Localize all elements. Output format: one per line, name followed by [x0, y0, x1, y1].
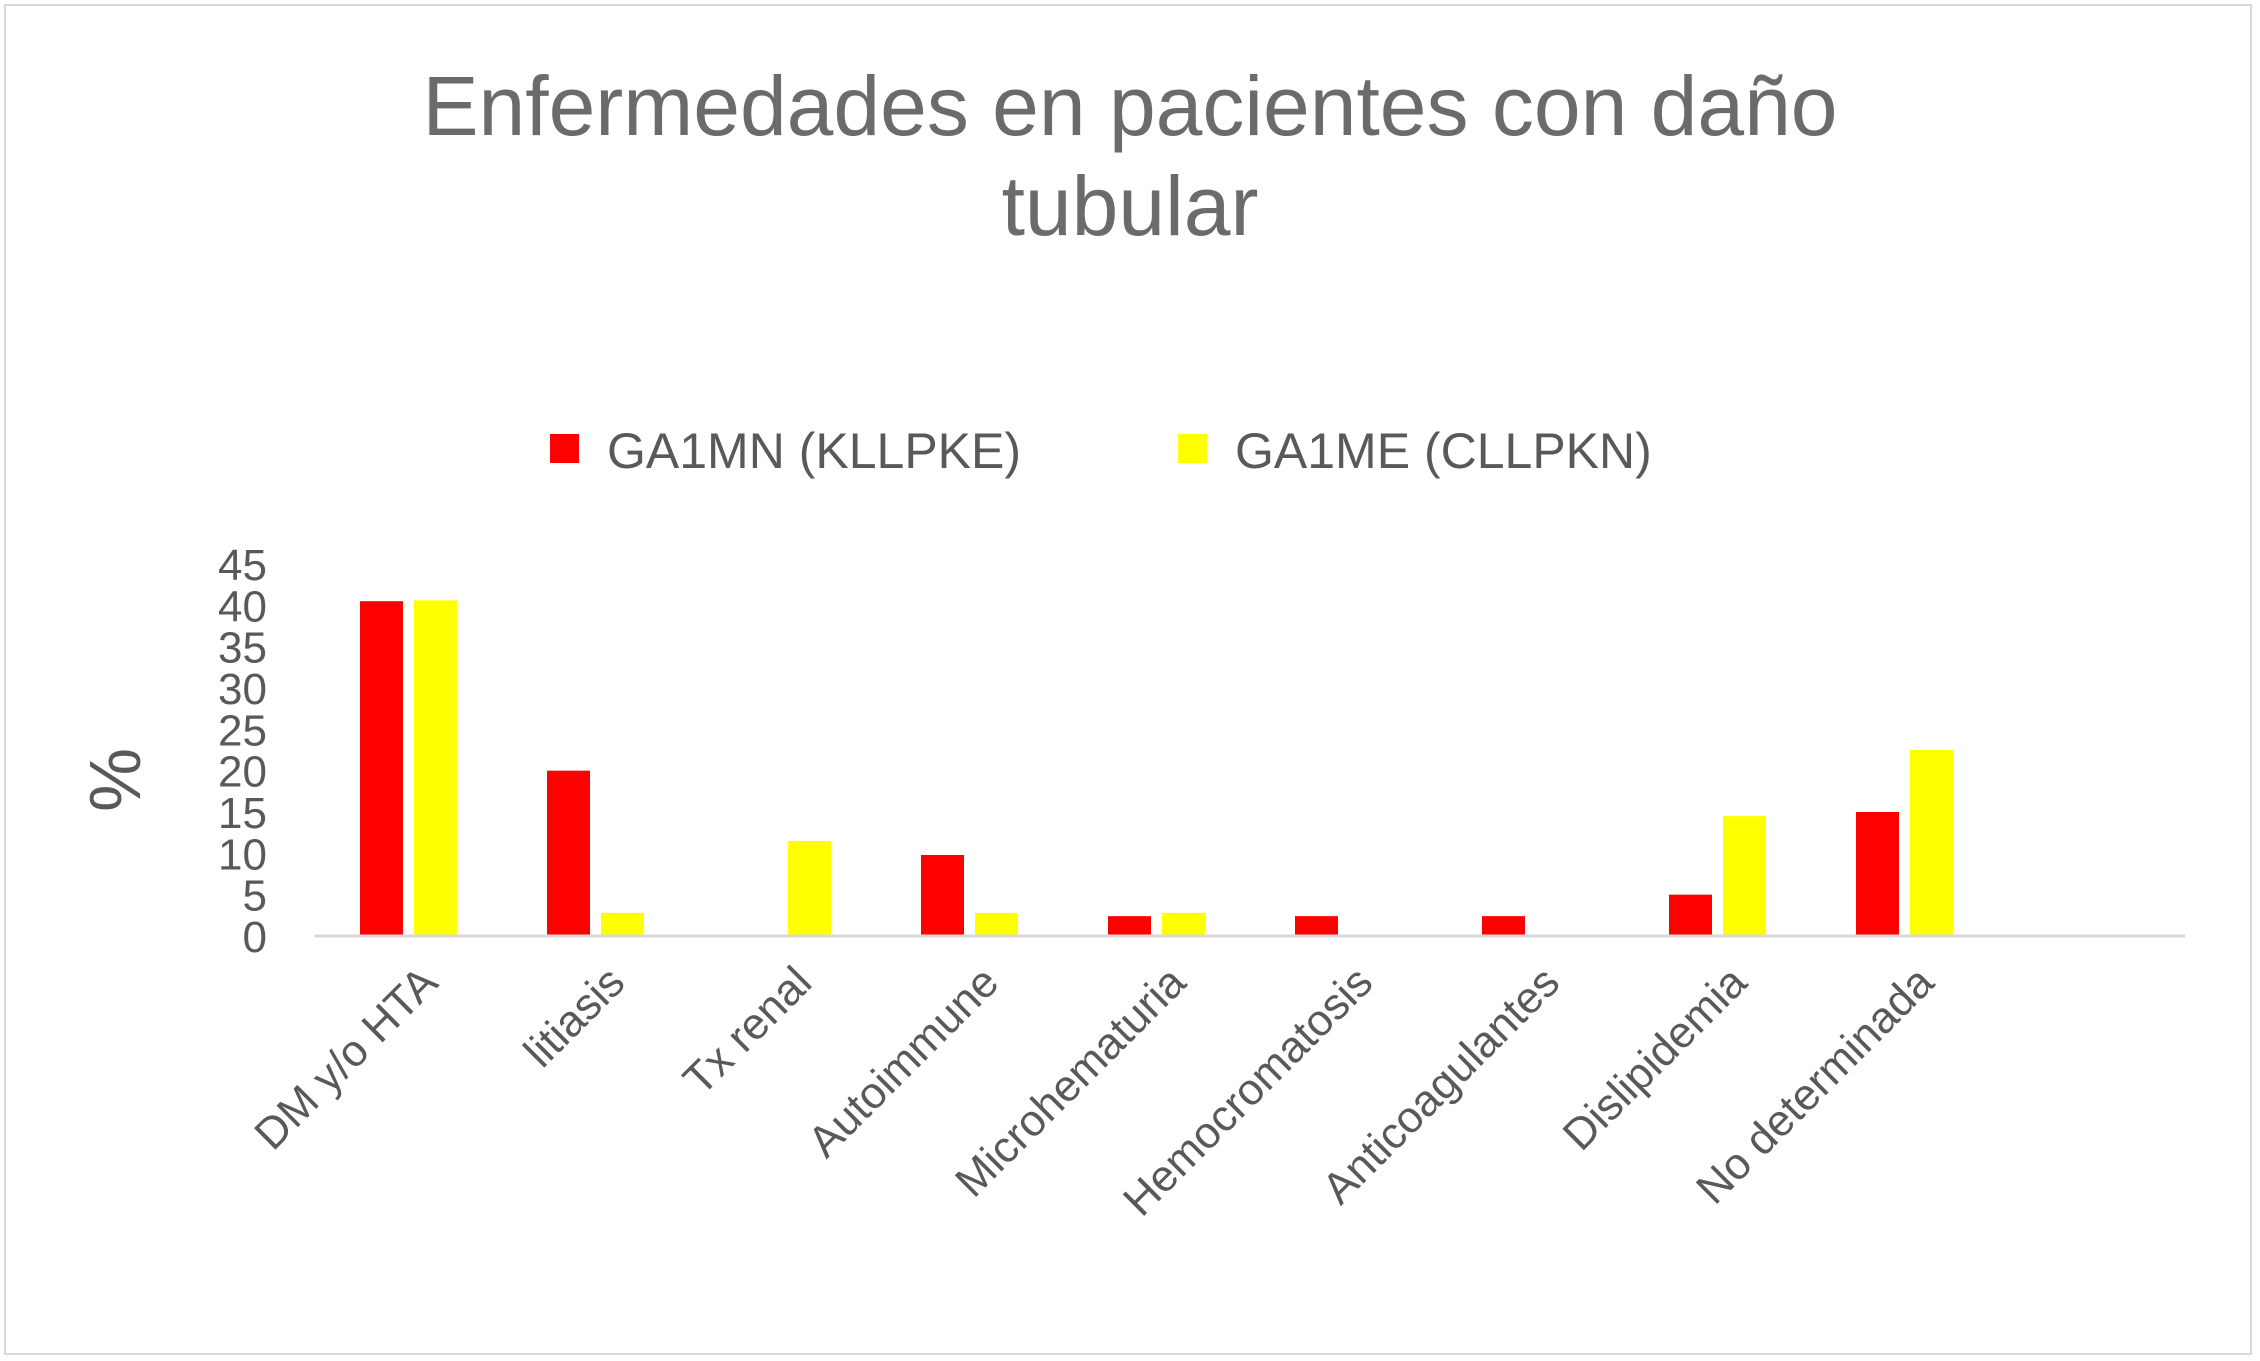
x-axis-categories: DM y/o HTA litiasis Tx renalAutoimmuneMicr… — [245, 957, 1943, 1226]
y-tick-label-7: 35 — [218, 624, 267, 673]
y-tick-label-4: 20 — [218, 748, 267, 797]
y-tick-label-6: 30 — [218, 665, 267, 714]
x-category-label-7: Dislipidemia — [1554, 957, 1757, 1160]
legend-label-series-1: GA1MN (KLLPKE) — [607, 423, 1021, 479]
bar-series-1-8 — [1856, 812, 1899, 936]
chart-title-line-1: Enfermedades en pacientes con daño — [423, 59, 1838, 153]
bar-series-1-4 — [1108, 916, 1151, 936]
bar-series-2-1 — [601, 912, 644, 936]
x-category-label-2: Tx renal — [674, 957, 821, 1104]
bars — [360, 600, 1953, 936]
bar-series-2-7 — [1723, 816, 1766, 936]
y-tick-label-9: 45 — [218, 541, 267, 590]
x-category-label-0: DM y/o HTA — [245, 957, 447, 1159]
y-tick-label-2: 10 — [218, 830, 267, 879]
legend: GA1MN (KLLPKE) GA1ME (CLLPKN) — [550, 423, 1652, 479]
legend-swatch-series-1 — [550, 434, 579, 463]
y-tick-label-1: 5 — [243, 872, 267, 921]
legend-swatch-series-2 — [1178, 434, 1207, 463]
y-axis-label: % — [76, 748, 156, 812]
bar-series-1-5 — [1295, 916, 1338, 936]
bar-series-2-4 — [1162, 912, 1205, 936]
y-tick-label-8: 40 — [218, 582, 267, 631]
bar-series-1-7 — [1669, 894, 1712, 936]
bar-series-1-1 — [547, 770, 590, 936]
bar-series-1-6 — [1482, 916, 1525, 936]
x-category-label-1: litiasis — [515, 957, 634, 1076]
y-tick-label-0: 0 — [243, 913, 267, 962]
chart-frame — [4, 4, 2252, 1355]
bar-series-1-0 — [360, 601, 403, 936]
bar-series-2-2 — [788, 840, 831, 936]
y-tick-label-5: 25 — [218, 706, 267, 755]
y-tick-label-3: 15 — [218, 789, 267, 838]
bar-series-2-3 — [975, 912, 1018, 936]
x-category-label-3: Autoimmune — [799, 957, 1008, 1166]
chart-title-line-2: tubular — [1002, 159, 1259, 253]
legend-label-series-2: GA1ME (CLLPKN) — [1235, 423, 1652, 479]
bar-series-2-0 — [414, 600, 457, 936]
bar-series-2-8 — [1910, 750, 1953, 936]
bar-series-1-3 — [921, 854, 964, 936]
